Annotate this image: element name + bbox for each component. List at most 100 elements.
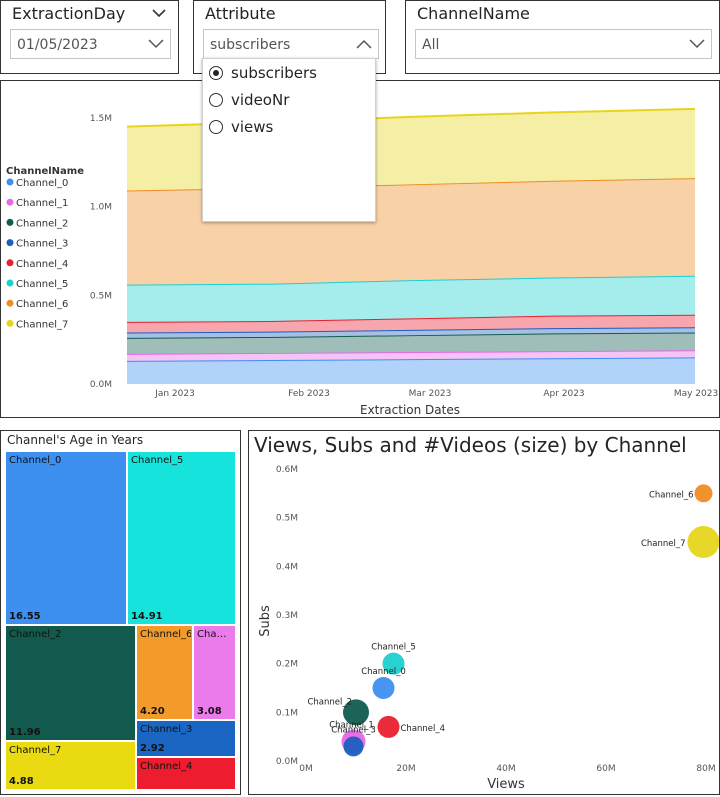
legend-item[interactable]: Channel_1 xyxy=(16,198,68,209)
legend-item[interactable]: Channel_7 xyxy=(16,319,68,330)
option-subscribers[interactable]: subscribers xyxy=(209,63,317,83)
slicer-title: ExtractionDay xyxy=(12,4,126,23)
legend-marker-icon xyxy=(6,178,14,186)
channel-value: All xyxy=(422,37,440,53)
treemap-cell-channel_7[interactable]: Channel_7 4.88 xyxy=(6,742,135,789)
point-channel_4[interactable] xyxy=(377,715,400,738)
point-channel_7[interactable] xyxy=(687,526,720,558)
point-channel_3[interactable] xyxy=(343,736,364,757)
area-channel_3[interactable] xyxy=(127,327,695,338)
treemap-cell-channel_2[interactable]: Channel_2 11.96 xyxy=(6,626,135,740)
x-axis-label: Extraction Dates xyxy=(360,403,460,417)
point-label: Channel_7 xyxy=(641,539,686,549)
date-value: 01/05/2023 xyxy=(17,37,98,53)
y-tick-label: 0.5M xyxy=(276,514,298,524)
option-label: views xyxy=(231,118,274,136)
legend-item[interactable]: Channel_2 xyxy=(16,218,68,229)
legend-title: ChannelName xyxy=(6,166,84,177)
treemap-cell-channel_1[interactable]: Cha… 3.08 xyxy=(194,626,235,719)
x-tick-label: May 2023 xyxy=(674,389,718,399)
x-tick-label: Jan 2023 xyxy=(154,389,195,399)
area-channel_0[interactable] xyxy=(127,357,695,384)
x-tick-label: 60M xyxy=(596,764,615,774)
channel-dropdown[interactable]: All xyxy=(415,29,712,59)
point-channel_0[interactable] xyxy=(372,677,395,699)
y-tick-label: 1.0M xyxy=(90,203,112,213)
treemap-cell-channel_0[interactable]: Channel_0 16.55 xyxy=(6,452,126,624)
treemap-cell-label: Channel_5 xyxy=(131,455,184,466)
x-tick-label: 0M xyxy=(299,764,313,774)
y-tick-label: 0.0M xyxy=(90,380,112,390)
attribute-value: subscribers xyxy=(210,37,291,53)
legend-item[interactable]: Channel_3 xyxy=(16,239,68,250)
legend-marker-icon xyxy=(6,259,14,267)
slicer-title: ChannelName xyxy=(417,4,530,23)
point-label: Channel_2 xyxy=(307,697,352,707)
y-tick-label: 1.5M xyxy=(90,114,112,124)
x-tick-label: 80M xyxy=(696,764,715,774)
point-channel_5[interactable] xyxy=(382,652,405,675)
legend-item[interactable]: Channel_5 xyxy=(16,279,68,290)
legend-marker-icon xyxy=(6,279,14,287)
y-tick-label: 0.4M xyxy=(276,562,298,572)
option-views[interactable]: views xyxy=(209,117,273,137)
point-channel_2[interactable] xyxy=(343,699,369,726)
x-tick-label: 20M xyxy=(396,764,415,774)
x-tick-label: 40M xyxy=(496,764,515,774)
x-tick-label: Apr 2023 xyxy=(543,389,584,399)
line-channel_4 xyxy=(126,313,696,323)
treemap-cell-channel_4[interactable]: Channel_4 xyxy=(137,758,235,789)
scatter-card: Views, Subs and #Videos (size) by Channe… xyxy=(248,430,720,795)
treemap-cell-value: 14.91 xyxy=(131,611,163,622)
legend-marker-icon xyxy=(6,218,14,226)
radio-icon[interactable] xyxy=(209,120,223,134)
point-label: Channel_3 xyxy=(331,725,376,735)
y-tick-label: 0.5M xyxy=(90,291,112,301)
treemap-cell-value: 4.20 xyxy=(140,706,165,717)
attribute-dropdown[interactable]: subscribers xyxy=(203,29,379,59)
point-label: Channel_0 xyxy=(361,667,406,677)
area-channel_5[interactable] xyxy=(127,275,695,322)
radio-selected-icon[interactable] xyxy=(209,66,223,80)
treemap-cell-value: 16.55 xyxy=(9,611,41,622)
y-tick-label: 0.1M xyxy=(276,708,298,718)
point-label: Channel_4 xyxy=(401,724,446,734)
attribute-dropdown-menu: subscribers videoNr views xyxy=(202,58,376,222)
x-axis-label: Views xyxy=(487,777,525,792)
legend-item[interactable]: Channel_0 xyxy=(16,178,68,189)
point-channel_6[interactable] xyxy=(694,484,713,503)
slicer-channel-name: ChannelName All xyxy=(405,0,720,74)
y-axis-label: Subs xyxy=(258,605,273,637)
treemap-cell-label: Channel_6 xyxy=(140,629,191,640)
treemap-cell-label: Channel_0 xyxy=(9,455,62,466)
collapse-chevron-icon[interactable] xyxy=(152,9,166,18)
treemap-cell-channel_6[interactable]: Channel_6 4.20 xyxy=(137,626,192,719)
treemap-card: Channel's Age in Years Channel_0 16.55 Cha… xyxy=(0,430,241,795)
legend-marker-icon xyxy=(6,198,14,206)
legend-marker-icon xyxy=(6,239,14,247)
treemap-cell-label: Channel_2 xyxy=(9,629,62,640)
point-label: Channel_1 xyxy=(329,721,374,731)
legend-item[interactable]: Channel_6 xyxy=(16,299,68,310)
area-channel_4[interactable] xyxy=(127,314,695,333)
treemap-cell-channel_3[interactable]: Channel_3 2.92 xyxy=(137,721,235,756)
option-label: subscribers xyxy=(231,64,317,82)
treemap-cell-value: 11.96 xyxy=(9,727,41,738)
radio-icon[interactable] xyxy=(209,93,223,107)
point-label: Channel_6 xyxy=(649,490,694,500)
x-tick-label: Feb 2023 xyxy=(288,389,330,399)
option-videonr[interactable]: videoNr xyxy=(209,90,289,110)
legend-item[interactable]: Channel_4 xyxy=(16,259,68,270)
y-tick-label: 0.6M xyxy=(276,465,298,475)
treemap: Channel_0 16.55 Channel_5 14.91 Channel_2 11.… xyxy=(6,452,237,791)
treemap-cell-value: 2.92 xyxy=(140,743,165,754)
treemap-cell-value: 4.88 xyxy=(9,776,34,787)
date-dropdown[interactable]: 01/05/2023 xyxy=(10,29,171,59)
legend-marker-icon xyxy=(6,319,14,327)
scatter-chart: 0.0M 0.1M 0.2M 0.3M 0.4M 0.5M 0.6M 0M 20M 40M 60M… xyxy=(258,465,720,792)
point-label: Channel_5 xyxy=(371,643,416,653)
y-tick-label: 0.2M xyxy=(276,660,298,670)
treemap-cell-channel_5[interactable]: Channel_5 14.91 xyxy=(128,452,235,624)
slicer-extraction-day: ExtractionDay 01/05/2023 xyxy=(0,0,179,74)
y-tick-label: 0.0M xyxy=(276,757,298,767)
